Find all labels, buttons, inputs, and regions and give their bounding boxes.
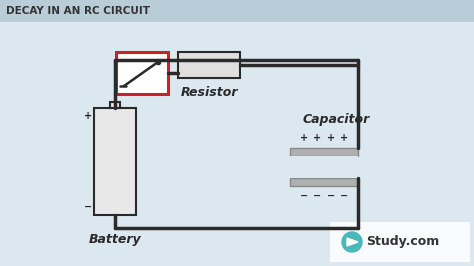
- Text: +: +: [313, 133, 321, 143]
- Text: +: +: [300, 133, 308, 143]
- Bar: [110, 102, 120, 108]
- Text: −: −: [313, 191, 321, 201]
- Text: Capacitor: Capacitor: [302, 113, 370, 126]
- Polygon shape: [347, 238, 358, 246]
- Circle shape: [342, 232, 362, 252]
- Bar: [116, 52, 168, 94]
- Text: +: +: [84, 111, 92, 121]
- Bar: [178, 52, 240, 78]
- Bar: [0, 0, 474, 22]
- Text: −: −: [300, 191, 308, 201]
- Text: −: −: [84, 202, 92, 212]
- Text: DECAY IN AN RC CIRCUIT: DECAY IN AN RC CIRCUIT: [6, 6, 150, 16]
- Text: −: −: [327, 191, 335, 201]
- Bar: [290, 178, 358, 186]
- Bar: [94, 108, 136, 215]
- Text: Study.com: Study.com: [366, 235, 439, 248]
- Text: −: −: [340, 191, 348, 201]
- Bar: [290, 156, 358, 178]
- Text: Resistor: Resistor: [180, 86, 238, 99]
- Bar: [290, 148, 358, 156]
- Text: +: +: [327, 133, 335, 143]
- Text: Battery: Battery: [89, 233, 141, 246]
- Text: +: +: [340, 133, 348, 143]
- Bar: [330, 222, 470, 262]
